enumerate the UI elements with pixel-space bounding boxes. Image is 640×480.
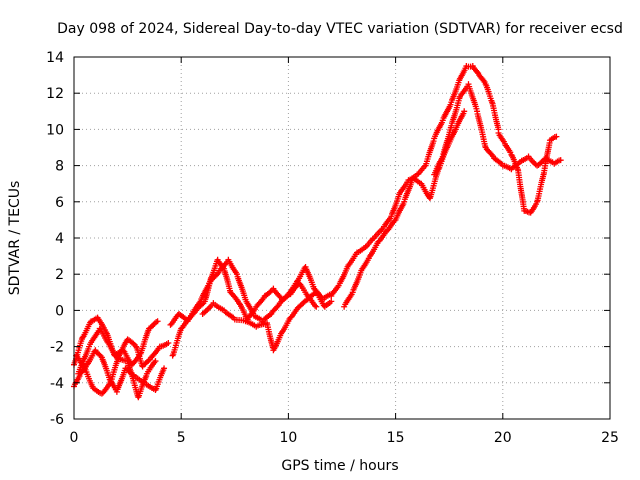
x-tick-label: 5 [177, 430, 186, 446]
data-point [276, 293, 283, 300]
y-tick-label: 10 [46, 122, 64, 138]
data-point [211, 273, 218, 280]
data-point [553, 133, 560, 140]
data-point [153, 318, 160, 325]
data-point [508, 151, 515, 158]
y-tick-label: 4 [55, 231, 64, 247]
y-tick-label: -4 [50, 376, 64, 392]
y-tick-label: -6 [50, 412, 64, 428]
x-axis-label: GPS time / hours [281, 458, 398, 474]
data-point [345, 262, 352, 269]
data-point [96, 325, 103, 332]
y-tick-label: 0 [55, 303, 64, 319]
data-point [313, 303, 320, 310]
data-point [278, 329, 285, 336]
data-point [165, 339, 172, 346]
y-tick-label: 2 [55, 267, 64, 283]
data-point [154, 318, 161, 325]
data-points [71, 63, 564, 401]
data-point [152, 358, 159, 365]
y-tick-label: 12 [46, 86, 64, 102]
y-axis-label: SDTVAR / TECUs [7, 181, 23, 296]
data-point [236, 300, 243, 307]
data-point [313, 289, 320, 296]
y-tick-label: 8 [55, 159, 64, 175]
x-tick-label: 10 [279, 430, 297, 446]
chart-title: Day 098 of 2024, Sidereal Day-to-day VTE… [57, 21, 623, 37]
y-tick-label: 14 [46, 50, 64, 66]
x-tick-label: 25 [601, 430, 619, 446]
data-point [461, 108, 468, 115]
data-point [384, 227, 391, 234]
data-point [328, 298, 335, 305]
y-tick-label: -2 [50, 340, 64, 356]
tick-labels: 0 5 10 15 20 25 -6 -4 -2 0 2 4 6 8 10 12 14 [46, 50, 619, 446]
axis-ticks [73, 56, 611, 420]
data-point [210, 275, 217, 282]
x-tick-label: 0 [70, 430, 79, 446]
data-point [557, 157, 564, 164]
data-point [79, 334, 86, 341]
data-point [161, 365, 168, 372]
data-point [293, 278, 300, 285]
data-point [430, 138, 437, 145]
x-tick-label: 20 [494, 430, 512, 446]
data-point [391, 217, 398, 224]
x-tick-label: 15 [387, 430, 405, 446]
y-tick-label: 6 [55, 195, 64, 211]
data-point [474, 68, 481, 75]
data-point [312, 302, 319, 309]
